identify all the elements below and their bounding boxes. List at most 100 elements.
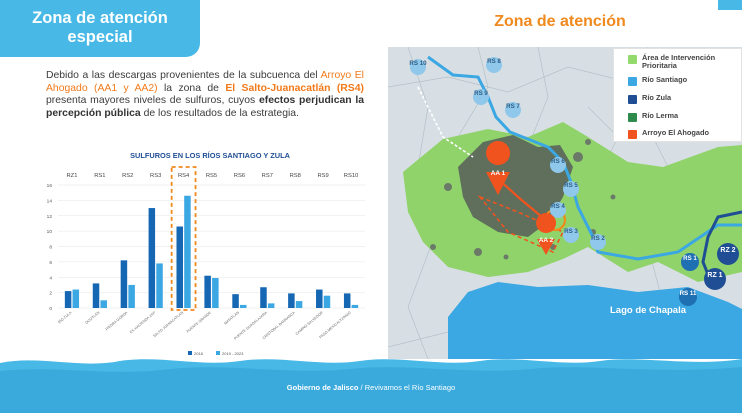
bar-series1 [64,291,72,308]
rs-upper-labels: RS 10 RS 8 RS 9 RS 7 RS 6 RS 5 RS 4 RS 3… [409,58,605,242]
zone-label: RS10 [344,173,359,179]
section-title-line2: especial [67,28,133,46]
legend-series-label: 2019 - 2023 [222,351,244,356]
bar-series2 [323,295,331,308]
rio-zula-line [701,210,742,288]
marker-rs1[interactable] [681,253,699,271]
aa-labels: AA 1 AA 2 [491,170,554,244]
svg-text:RS 8: RS 8 [487,58,501,65]
highlight-rs4-box [170,166,197,311]
section-title-line1: Zona de atención [32,9,168,27]
bar-series1 [288,293,295,308]
y-tick-label: 14 [47,198,53,204]
footer-wave [0,359,742,413]
map-legend: Área de Intervención Prioritaria Río San… [613,48,742,142]
marker-aa1[interactable] [486,141,511,195]
bar-series2 [72,289,80,308]
legend-swatch-series [188,351,192,355]
legend-item-ahogado: Arroyo El Ahogado [628,128,737,139]
desc-text-4: de los resultados de la estrategia. [140,107,299,119]
bar-series2 [184,195,191,308]
marker-rs3[interactable] [563,227,579,243]
description-paragraph: Debido a las descargas provenientes de l… [46,70,364,120]
map-title: Zona de atención [494,13,626,30]
svg-text:RS 7: RS 7 [506,103,520,110]
legend-swatch-zula [628,95,637,104]
footer-text: Gobierno de Jalisco / Revivamos el Río S… [0,383,742,392]
bar-series1 [204,275,211,308]
rio-santiago-line [427,55,742,261]
svg-text:RS 11: RS 11 [680,290,697,297]
x-category-label: SALTO JUANACATLÁN [152,310,184,338]
bar-series1 [176,226,183,308]
x-category-label: PASO MEXICALTZINGO [319,311,352,340]
bar-series2 [212,278,219,308]
marker-rs2[interactable] [590,234,606,250]
marker-rs11[interactable] [679,288,697,306]
legend-item-area: Área de Intervención Prioritaria [628,53,737,71]
marker-rs5[interactable] [563,181,579,197]
bar-series1 [343,293,351,308]
zone-label: RS4 [178,173,190,179]
marker-aa2[interactable] [536,213,557,255]
map-panel: Lago de Chapala RS 10 RS 8 RS 9 RS 7 RS … [388,47,742,359]
bar-series1 [148,208,156,308]
y-tick-label: 8 [49,245,52,251]
desc-bold-effects: efectos perjudican la percepción pública [46,95,364,119]
marker-rs9[interactable] [473,89,489,105]
zone-label: RZ1 [66,173,77,179]
svg-text:RS 6: RS 6 [551,158,565,165]
bar-series2 [156,263,163,308]
x-category-label: PUENTE GRANDE [186,310,213,333]
x-category-label: MATATLÁN [223,310,240,325]
marker-rs10[interactable] [410,59,426,75]
svg-text:RS 5: RS 5 [564,182,578,189]
marker-rz2[interactable] [717,243,739,265]
marker-rs4[interactable] [550,202,566,218]
aa-markers [486,141,557,255]
bar-series2 [267,303,275,308]
zone-label: RS3 [150,173,161,179]
y-tick-label: 0 [49,306,52,312]
footer-campaign: Revivamos el Río Santiago [364,383,456,392]
svg-text:RS 2: RS 2 [591,235,605,242]
urban-area [458,135,573,237]
legend-swatch-lerma [628,113,637,122]
bar-series1 [316,289,323,308]
lake-chapala [448,282,742,359]
rs-upper-markers [410,57,606,250]
bar-series1 [260,287,267,308]
y-tick-label: 2 [49,291,52,297]
x-category-label: CRISTOBAL BARRANCA [262,310,297,340]
svg-text:RZ 2: RZ 2 [720,247,735,254]
zone-label: RS8 [290,173,301,179]
marker-rs8[interactable] [486,57,502,73]
svg-text:RS 10: RS 10 [409,60,427,67]
zone-label: RS9 [317,173,328,179]
y-tick-label: 4 [49,275,52,281]
svg-text:RS 4: RS 4 [551,203,565,210]
map-graphic: Lago de Chapala RS 10 RS 8 RS 9 RS 7 RS … [388,47,742,359]
svg-text:AA 1: AA 1 [491,170,506,177]
y-tick-label: 6 [49,260,52,266]
x-category-label: PIEDRA GORDA [105,310,129,331]
legend-swatch-santiago [628,77,637,86]
lake-label: Lago de Chapala [610,305,687,316]
legend-item-santiago: Río Santiago [628,75,737,86]
marker-rs6[interactable] [550,157,566,173]
bar-series2 [128,284,135,308]
section-title-box: Zona de atención especial [0,0,200,57]
zone-label: RS5 [206,173,217,179]
desc-text-1: Debido a las descargas provenientes de l… [46,70,318,81]
svg-text:RS 3: RS 3 [564,228,578,235]
marker-rs7[interactable] [505,102,521,118]
desc-text-2: la zona de [157,82,226,94]
rs-lower-labels: RS 1 RS 11 [680,255,698,297]
marker-rz1[interactable] [704,268,726,290]
bar-series2 [295,301,303,308]
zone-label: RS6 [234,173,245,179]
road-line [417,86,474,158]
y-tick-label: 16 [47,183,53,189]
arroyo-zone-outline [477,195,565,254]
legend-item-zula: Río Zula [628,93,737,104]
